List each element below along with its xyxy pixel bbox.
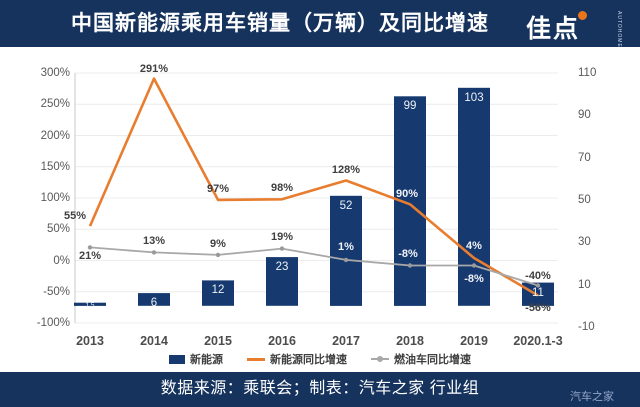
legend-label: 燃油车同比增速	[394, 354, 471, 366]
line-marker	[87, 245, 93, 250]
right-axis-tick: 70	[578, 152, 591, 164]
fuel-growth-label: 21%	[78, 250, 102, 262]
legend-label: 新能源	[190, 354, 223, 366]
bar-2015	[202, 280, 234, 306]
line-marker	[407, 263, 413, 268]
bar-2013	[74, 302, 106, 306]
left-axis-tick: 250%	[40, 98, 70, 110]
line-marker	[343, 257, 349, 263]
legend-label: 新能源同比增速	[270, 354, 347, 366]
line-marker	[151, 250, 157, 255]
line-fuel-growth	[89, 246, 539, 287]
line-marker	[471, 263, 477, 268]
bar-value-label: 52	[339, 200, 353, 212]
right-axis-tick: 30	[578, 236, 591, 248]
legend-item: 新能源	[169, 351, 223, 367]
fuel-growth-label: 9%	[210, 238, 226, 250]
watermark-text: 汽车之家	[570, 391, 614, 403]
nev-growth-label: 128%	[331, 164, 361, 176]
right-axis-tick: 10	[578, 279, 591, 291]
left-axis-tick: 150%	[40, 161, 70, 173]
x-axis-label: 2020.1-3	[513, 334, 563, 348]
x-axis-label: 2014	[140, 334, 168, 348]
nev-growth-label: 90%	[395, 188, 419, 200]
bar-2014	[138, 293, 170, 306]
brand-logo: 佳点 AUTOHOME	[526, 5, 622, 48]
line-marker	[279, 246, 285, 251]
x-axis-label: 2019	[460, 334, 488, 348]
legend-item: 新能源同比增速	[247, 351, 347, 367]
left-axis-tick: -100%	[36, 317, 70, 329]
data-source-text: 数据来源：乘联会；制表：汽车之家 行业组	[160, 380, 480, 397]
nev-growth-label: 55%	[63, 210, 87, 222]
fuel-growth-label: -40%	[525, 270, 551, 282]
footer-bar: 数据来源：乘联会；制表：汽车之家 行业组 汽车之家	[0, 372, 640, 407]
bar-2016	[266, 257, 298, 306]
nev-growth-label: 97%	[206, 183, 230, 195]
header-bar: 中国新能源乘用车销量（万辆）及同比增速 佳点 AUTOHOME	[0, 0, 640, 48]
left-axis-tick: 200%	[40, 130, 70, 142]
fuel-growth-label: -8%	[398, 248, 418, 260]
bar-value-label: 99	[403, 100, 417, 112]
bar-value-label: 103	[464, 92, 484, 104]
fuel-growth-label: -8%	[464, 273, 484, 285]
brand-logo-dot-icon	[578, 11, 587, 20]
left-axis-tick: -50%	[43, 286, 70, 298]
line-nev-growth	[88, 77, 539, 297]
fuel-growth-label: 19%	[270, 231, 294, 243]
legend-item: 燃油车同比增速	[371, 351, 471, 367]
nev-growth-label: 291%	[139, 63, 169, 75]
page-title: 中国新能源乘用车销量（万辆）及同比增速	[71, 12, 489, 35]
x-axis-label: 2016	[268, 334, 296, 348]
chart-legend: 新能源 新能源同比增速 燃油车同比增速	[0, 351, 640, 367]
legend-square-swatch	[169, 354, 185, 364]
fuel-growth-label: 13%	[142, 235, 166, 247]
left-axis-tick: 0%	[53, 255, 70, 267]
legend-line-dot-swatch	[371, 356, 389, 362]
x-axis-label: 2018	[396, 334, 424, 348]
legend-line-swatch	[247, 357, 265, 361]
bar-value-label: 1.5	[85, 302, 95, 309]
bar-value-label: 6	[150, 297, 158, 309]
right-axis-tick: 90	[578, 109, 591, 121]
left-axis-tick: 100%	[40, 192, 70, 204]
nev-growth-label: 4%	[466, 240, 482, 252]
left-axis-tick: 50%	[46, 223, 70, 235]
bar-value-label: 12	[211, 284, 225, 296]
line-marker	[535, 283, 541, 288]
x-axis-label: 2017	[332, 334, 360, 348]
brand-logo-subtext: AUTOHOME	[616, 11, 622, 48]
nev-growth-label: 98%	[270, 182, 294, 194]
fuel-growth-label: 1%	[338, 241, 354, 253]
bar-2017	[330, 195, 362, 306]
right-axis-tick: 50	[578, 194, 591, 206]
right-axis-tick: -10	[578, 321, 595, 333]
nev-growth-label: -56%	[525, 302, 551, 314]
x-axis-label: 2013	[76, 334, 104, 348]
brand-logo-text: 佳点	[526, 15, 581, 43]
x-axis-label: 2015	[204, 334, 232, 348]
left-axis-tick: 300%	[40, 67, 70, 79]
right-axis-tick: 110	[578, 67, 597, 79]
line-marker	[215, 252, 221, 258]
bar-value-label: 23	[275, 261, 289, 273]
bar-value-label: 11	[532, 287, 544, 299]
